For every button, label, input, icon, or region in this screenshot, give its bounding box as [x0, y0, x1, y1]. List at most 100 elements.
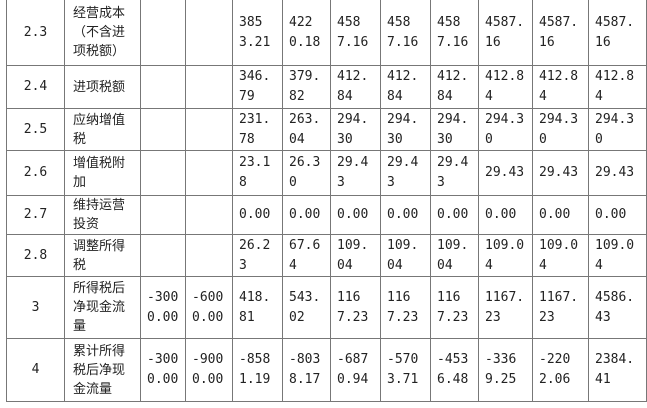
value-cell: 543.02 — [282, 276, 331, 339]
value-cell — [140, 195, 186, 235]
value-cell: 412.84 — [330, 65, 381, 109]
value-cell: 4587.16 — [588, 0, 647, 66]
table-row: 2.7 维持运营投资 0.00 0.00 0.00 0.00 0.00 0.00 0.00 0.0… — [6, 195, 647, 235]
value-cell: 1167.23 — [380, 276, 431, 339]
table-row: 2.4 进项税额 346.79 379.82 412.84 412.84 412.84 412… — [6, 65, 647, 109]
value-cell: 29.43 — [478, 150, 533, 196]
value-cell: 67.64 — [282, 234, 331, 277]
table-row: 3 所得税后净现金流量 -3000.00 -6000.00 418.81 543.02 11… — [6, 276, 647, 339]
value-cell: -3000.00 — [140, 276, 186, 339]
value-cell: 412.84 — [380, 65, 431, 109]
table-row: 2.5 应纳增值税 231.78 263.04 294.30 294.30 294.30 29… — [6, 108, 647, 151]
value-cell: 412.84 — [430, 65, 479, 109]
value-cell: -6000.00 — [185, 276, 233, 339]
value-cell: 346.79 — [232, 65, 283, 109]
table-row: 4 累计所得税后净现金流量 -3000.00 -9000.00 -8581.19 -803… — [6, 338, 647, 402]
value-cell: -5703.71 — [380, 338, 431, 402]
value-cell: 231.78 — [232, 108, 283, 151]
value-cell: 4587.16 — [478, 0, 533, 66]
row-index: 2.4 — [6, 65, 65, 109]
table-row: 2.8 调整所得税 26.23 67.64 109.04 109.04 109.04 109.… — [6, 234, 647, 277]
value-cell: 412.84 — [532, 65, 589, 109]
value-cell: 0.00 — [430, 195, 479, 235]
value-cell: 4587.16 — [430, 0, 479, 66]
value-cell: 0.00 — [330, 195, 381, 235]
row-name: 维持运营投资 — [64, 195, 141, 235]
value-cell: 1167.23 — [330, 276, 381, 339]
value-cell: 3853.21 — [232, 0, 283, 66]
value-cell: 4220.18 — [282, 0, 331, 66]
row-index: 2.8 — [6, 234, 65, 277]
row-name: 增值税附加 — [64, 150, 141, 196]
value-cell: 412.84 — [588, 65, 647, 109]
value-cell: 109.04 — [478, 234, 533, 277]
value-cell: 4587.16 — [380, 0, 431, 66]
value-cell: 0.00 — [232, 195, 283, 235]
value-cell: 29.43 — [380, 150, 431, 196]
value-cell: 0.00 — [588, 195, 647, 235]
table-body: 2.3 经营成本（不含进项税额） 3853.21 4220.18 4587.16 4587… — [6, 0, 647, 402]
value-cell — [185, 150, 233, 196]
value-cell: 109.04 — [380, 234, 431, 277]
row-index: 2.6 — [6, 150, 65, 196]
row-index: 2.5 — [6, 108, 65, 151]
value-cell: 29.43 — [532, 150, 589, 196]
value-cell: 0.00 — [282, 195, 331, 235]
value-cell: 4586.43 — [588, 276, 647, 339]
row-index: 2.7 — [6, 195, 65, 235]
value-cell: 2384.41 — [588, 338, 647, 402]
value-cell: 1167.23 — [430, 276, 479, 339]
row-name: 调整所得税 — [64, 234, 141, 277]
row-name: 进项税额 — [64, 65, 141, 109]
row-name: 累计所得税后净现金流量 — [64, 338, 141, 402]
value-cell: 1167.23 — [478, 276, 533, 339]
value-cell: 4587.16 — [532, 0, 589, 66]
value-cell — [140, 65, 186, 109]
value-cell: 23.18 — [232, 150, 283, 196]
row-name: 所得税后净现金流量 — [64, 276, 141, 339]
value-cell: 294.30 — [330, 108, 381, 151]
value-cell: 4587.16 — [330, 0, 381, 66]
value-cell — [185, 234, 233, 277]
value-cell: 294.30 — [380, 108, 431, 151]
value-cell: 29.43 — [330, 150, 381, 196]
value-cell — [185, 108, 233, 151]
table-row: 2.3 经营成本（不含进项税额） 3853.21 4220.18 4587.16 4587… — [6, 0, 647, 66]
value-cell — [140, 0, 186, 66]
value-cell: 0.00 — [532, 195, 589, 235]
value-cell — [140, 234, 186, 277]
value-cell: -2202.06 — [532, 338, 589, 402]
value-cell: -3369.25 — [478, 338, 533, 402]
value-cell: 294.30 — [478, 108, 533, 151]
value-cell: 294.30 — [588, 108, 647, 151]
value-cell: -3000.00 — [140, 338, 186, 402]
value-cell: -8038.17 — [282, 338, 331, 402]
value-cell: -8581.19 — [232, 338, 283, 402]
value-cell: -4536.48 — [430, 338, 479, 402]
value-cell: 109.04 — [330, 234, 381, 277]
value-cell: 0.00 — [380, 195, 431, 235]
value-cell: 109.04 — [588, 234, 647, 277]
value-cell: 26.30 — [282, 150, 331, 196]
value-cell: 412.84 — [478, 65, 533, 109]
row-name: 应纳增值税 — [64, 108, 141, 151]
value-cell: 263.04 — [282, 108, 331, 151]
value-cell — [185, 65, 233, 109]
value-cell: 1167.23 — [532, 276, 589, 339]
value-cell: 379.82 — [282, 65, 331, 109]
row-name: 经营成本（不含进项税额） — [64, 0, 141, 66]
value-cell: 26.23 — [232, 234, 283, 277]
value-cell: -6870.94 — [330, 338, 381, 402]
value-cell: 109.04 — [532, 234, 589, 277]
row-index: 2.3 — [6, 0, 65, 66]
table-row: 2.6 增值税附加 23.18 26.30 29.43 29.43 29.43 29.43 29… — [6, 150, 647, 196]
value-cell: -9000.00 — [185, 338, 233, 402]
value-cell: 418.81 — [232, 276, 283, 339]
value-cell: 29.43 — [588, 150, 647, 196]
value-cell — [185, 0, 233, 66]
value-cell: 0.00 — [478, 195, 533, 235]
value-cell: 294.30 — [532, 108, 589, 151]
value-cell: 109.04 — [430, 234, 479, 277]
data-table: 2.3 经营成本（不含进项税额） 3853.21 4220.18 4587.16 4587… — [6, 0, 647, 402]
